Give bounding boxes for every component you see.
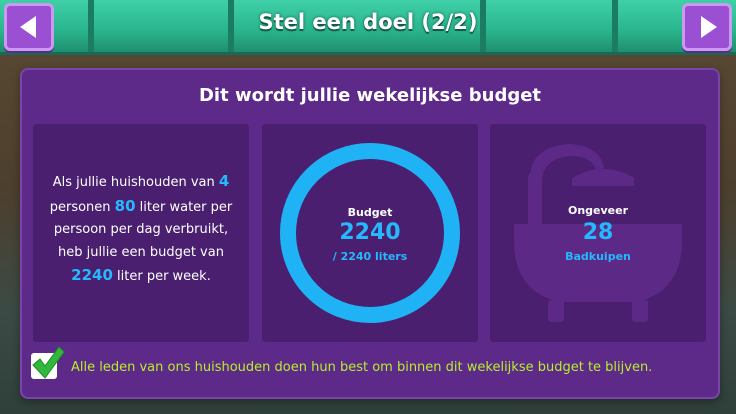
panel-title: Dit wordt jullie wekelijkse budget [198,85,542,106]
bathtub-unit: Badkuipen [565,250,631,263]
liters-per-person: 80 [114,196,136,215]
explanation-card: Als jullie huishouden van 4 personen 80 … [33,124,249,342]
bathtub-label: Ongeveer [567,204,629,217]
page-title: Stel een doel (2/2) [258,10,478,34]
pledge-text: Alle leden van ons huishouden doen hun b… [71,360,653,375]
budget-panel: Dit wordt jullie wekelijkse budget Als j… [20,68,720,399]
arrow-right-icon [700,16,717,38]
explanation-part: personen [49,199,115,215]
budget-value: 2240 [339,220,401,245]
pledge-row: Alle leden van ons huishouden doen hun b… [31,346,711,383]
bathtub-icon [514,144,682,322]
budget-card: Budget 2240 / 2240 liters [262,124,478,342]
banner-seam [612,0,618,52]
budget-total: / 2240 liters [332,250,408,263]
explanation-text: Als jullie huishouden van 4 personen 80 … [47,170,235,289]
banner-seam [88,0,94,52]
top-banner: Stel een doel (2/2) [0,0,736,55]
persons-count: 4 [218,172,230,190]
explanation-part: liter per week. [112,269,211,284]
bathtub-count: 28 [582,220,614,245]
explanation-part: Als jullie huishouden van [52,175,219,190]
explanation-part: liter water per persoon per dag verbruik… [53,199,233,260]
banner-seam [228,0,234,52]
arrow-left-icon [19,16,36,38]
previous-button[interactable] [4,3,54,51]
bathtub-card: Ongeveer 28 Badkuipen [490,124,706,342]
budget-label: Budget [347,206,393,219]
checkmark-icon [32,346,65,379]
banner-seam [480,0,486,52]
next-button[interactable] [682,3,732,51]
pledge-checkbox[interactable] [31,346,65,379]
budget-amount: 2240 [71,266,113,284]
